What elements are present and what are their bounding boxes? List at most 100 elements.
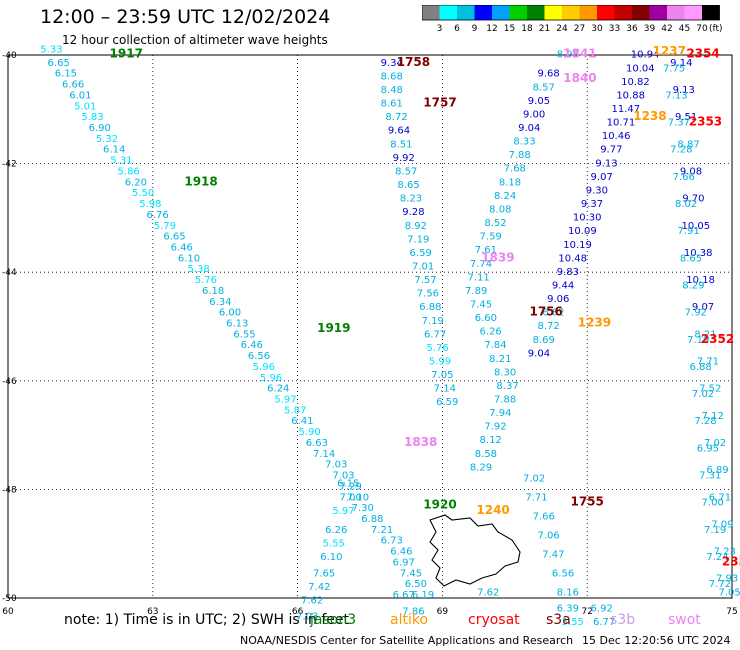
wave-height-label: 9.05 bbox=[528, 96, 550, 107]
wave-height-label: 7.93 bbox=[716, 574, 738, 585]
wave-height-label: 7.37 bbox=[668, 118, 690, 129]
pass-time-label: 1839 bbox=[481, 250, 514, 264]
wave-height-label: 7.45 bbox=[470, 299, 492, 310]
wave-height-label: 6.26 bbox=[480, 327, 502, 338]
satellite-legend-item: s3b bbox=[610, 612, 636, 628]
wave-height-label: 8.24 bbox=[494, 191, 516, 202]
wave-height-label: 7.71 bbox=[697, 357, 719, 368]
wave-height-label: 6.56 bbox=[552, 568, 574, 579]
wave-height-label: 8.87 bbox=[677, 139, 699, 150]
wave-height-label: 10.88 bbox=[616, 90, 645, 101]
wave-height-label: 7.14 bbox=[313, 449, 335, 460]
wave-height-label: 10.05 bbox=[681, 221, 710, 232]
color-scale-legend: 3 6 9 12 15 18 21 24 27 30 33 36 39 42 45 70 (ft) bbox=[422, 5, 723, 33]
colorbar-swatch bbox=[614, 5, 632, 20]
wave-height-label: 7.84 bbox=[484, 340, 506, 351]
wave-height-label: 6.01 bbox=[69, 90, 91, 101]
wave-height-label: 7.56 bbox=[417, 289, 439, 300]
wave-height-label: 9.13 bbox=[595, 158, 617, 169]
colorbar-tick-label: 27 bbox=[574, 24, 585, 33]
wave-height-label: 7.24 bbox=[706, 552, 728, 563]
wave-height-label: 7.66 bbox=[533, 511, 555, 522]
wave-height-label: 9.44 bbox=[552, 280, 574, 291]
wave-height-label: 9.83 bbox=[557, 267, 579, 278]
wave-height-label: 9.37 bbox=[581, 199, 603, 210]
wave-height-label: 10.09 bbox=[568, 226, 597, 237]
wave-height-label: 7.28 bbox=[670, 145, 692, 156]
pass-time-label: 1756 bbox=[529, 305, 562, 319]
y-tick-label: -46 bbox=[2, 377, 17, 387]
wave-height-label: 7.19 bbox=[687, 335, 709, 346]
wave-height-label: 7.75 bbox=[663, 63, 685, 74]
wave-height-label: 6.18 bbox=[202, 286, 224, 297]
wave-height-label: 8.57 bbox=[395, 166, 417, 177]
wave-height-label: 6.89 bbox=[706, 465, 728, 476]
colorbar-swatch bbox=[562, 5, 580, 20]
wave-height-label: 9.04 bbox=[518, 123, 540, 134]
wave-height-label: 7.88 bbox=[494, 395, 516, 406]
wave-height-label: 6.19 bbox=[412, 590, 434, 601]
colorbar-tick-label: 70 bbox=[696, 24, 708, 33]
wave-height-label: 6.82 bbox=[542, 308, 564, 319]
wave-height-label: 8.29 bbox=[470, 462, 492, 473]
wave-height-label: 8.95 bbox=[557, 50, 579, 61]
x-tick-label: 72 bbox=[581, 607, 592, 617]
wave-height-label: 7.06 bbox=[537, 530, 559, 541]
wave-height-label: 7.92 bbox=[484, 422, 506, 433]
island-outline bbox=[429, 514, 521, 587]
wave-height-label: 7.03 bbox=[325, 460, 347, 471]
wave-height-label: 8.72 bbox=[537, 321, 559, 332]
wave-height-label: 6.24 bbox=[267, 384, 289, 395]
wave-height-label: 5.96 bbox=[253, 362, 275, 373]
wave-height-label: 7.02 bbox=[704, 438, 726, 449]
wave-height-label: 7.52 bbox=[699, 384, 721, 395]
wave-height-label: 7.05 bbox=[431, 370, 453, 381]
colorbar-tick-label: 45 bbox=[679, 24, 690, 33]
pass-time-label: 1239 bbox=[578, 316, 611, 330]
wave-height-label: 8.21 bbox=[694, 329, 716, 340]
wave-height-label: 7.45 bbox=[400, 568, 422, 579]
colorbar-swatch bbox=[544, 5, 562, 20]
wave-height-label: 7.72 bbox=[709, 579, 731, 590]
colorbar-swatch bbox=[632, 5, 650, 20]
pass-time-label: 1918 bbox=[184, 174, 217, 188]
wave-height-label: 5.98 bbox=[139, 199, 161, 210]
wave-height-label: 7.23 bbox=[714, 547, 736, 558]
colorbar-tick-label: 18 bbox=[521, 24, 533, 33]
wave-height-label: 7.19 bbox=[422, 316, 444, 327]
pass-time-label: 1917 bbox=[110, 47, 143, 61]
wave-height-label: 7.31 bbox=[699, 471, 721, 482]
plot-frame bbox=[7, 54, 733, 599]
credit-line: NOAA/NESDIS Center for Satellite Applica… bbox=[240, 634, 574, 647]
wave-height-label: 10.48 bbox=[558, 253, 587, 264]
wave-height-label: 6.95 bbox=[697, 443, 719, 454]
wave-height-label: 7.47 bbox=[542, 549, 564, 560]
wave-height-label: 6.65 bbox=[163, 232, 185, 243]
wave-height-label: 7.03 bbox=[332, 471, 354, 482]
wave-height-label: 5.96 bbox=[260, 373, 282, 384]
x-tick-label: 63 bbox=[147, 607, 158, 617]
wave-height-label: 7.42 bbox=[308, 582, 330, 593]
wave-height-label: 6.88 bbox=[689, 362, 711, 373]
wave-height-label: 5.86 bbox=[118, 166, 140, 177]
wave-height-label: 9.08 bbox=[680, 166, 702, 177]
wave-height-label: 6.65 bbox=[48, 58, 70, 69]
x-tick-label: 75 bbox=[726, 607, 737, 617]
wave-height-label: 8.69 bbox=[533, 335, 555, 346]
wave-height-label: 6.14 bbox=[103, 145, 125, 156]
wave-height-label: 7.02 bbox=[692, 389, 714, 400]
wave-height-label: 5.32 bbox=[96, 134, 118, 145]
wave-height-label: 6.76 bbox=[146, 210, 168, 221]
wave-height-label: 7.57 bbox=[414, 275, 436, 286]
wave-height-label: 9.92 bbox=[393, 153, 415, 164]
colorbar-tick-label: 12 bbox=[486, 24, 497, 33]
wave-height-label: 7.66 bbox=[673, 172, 695, 183]
wave-height-label: 7.01 bbox=[412, 261, 434, 272]
wave-height-label: 5.55 bbox=[562, 617, 584, 628]
wave-height-label: 7.09 bbox=[711, 519, 733, 530]
colorbar-swatch bbox=[474, 5, 492, 20]
colorbar-tick-label: 24 bbox=[556, 24, 568, 33]
pass-time-label: 1919 bbox=[317, 321, 350, 335]
wave-height-label: 9.07 bbox=[692, 302, 714, 313]
y-tick-label: -44 bbox=[2, 268, 17, 278]
